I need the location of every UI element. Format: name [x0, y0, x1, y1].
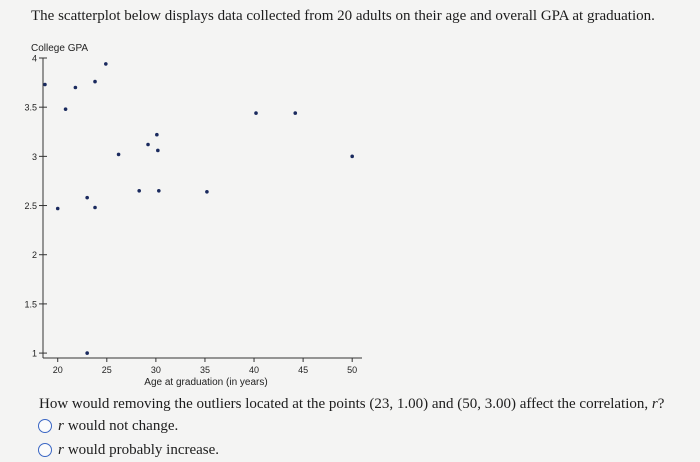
option-variable: r [58, 441, 64, 458]
y-tick-label: 2 [32, 250, 37, 260]
question-text: How would removing the outliers located … [39, 396, 664, 413]
x-tick-label: 45 [298, 365, 308, 375]
data-point [55, 206, 60, 211]
x-tick-label: 40 [249, 365, 259, 375]
answer-options: r would not change. r would probably inc… [38, 414, 219, 462]
option-variable: r [58, 417, 64, 434]
data-point [254, 111, 258, 115]
x-axis-label: Age at graduation (in years) [144, 377, 267, 388]
x-tick-label: 35 [200, 365, 210, 375]
data-point [43, 82, 47, 87]
x-tick-label: 25 [102, 365, 112, 375]
scatterplot-svg: College GPA 1 1.5 2 2.5 3 3.5 4 20 25 30 35 40 45 50… [24, 43, 362, 388]
x-tick-label: 50 [347, 365, 357, 375]
question-after: ? [657, 396, 665, 412]
x-tick-label: 30 [151, 365, 161, 375]
data-point [93, 205, 97, 210]
y-tick-label: 3.5 [24, 103, 37, 113]
data-point [85, 351, 89, 355]
radio-button[interactable] [38, 443, 52, 457]
scatterplot-chart: College GPA 1 1.5 2 2.5 3 3.5 4 20 25 30 35 40 45 50… [0, 36, 400, 396]
y-tick-label: 3 [32, 152, 37, 162]
data-point [293, 111, 298, 115]
data-point [146, 142, 150, 147]
data-point [205, 189, 209, 194]
data-point [155, 132, 159, 137]
y-axis-label: College GPA [31, 43, 88, 54]
data-point [63, 107, 68, 111]
data-point [156, 148, 160, 153]
option-would-not-change[interactable]: r would not change. [38, 414, 219, 438]
y-tick-label: 2.5 [24, 201, 37, 211]
question-before: How would removing the outliers located … [39, 396, 649, 412]
option-label: would not change. [67, 417, 179, 434]
data-point [350, 154, 354, 159]
data-point [73, 85, 78, 90]
question-variable: r [651, 396, 658, 412]
data-point [85, 195, 89, 200]
radio-button[interactable] [38, 419, 52, 433]
y-tick-label: 1.5 [24, 299, 37, 309]
option-would-probably-increase[interactable]: r would probably increase. [38, 438, 219, 462]
data-point [137, 188, 141, 193]
data-point [157, 188, 161, 193]
data-point [116, 152, 121, 157]
prompt-text: The scatterplot below displays data coll… [31, 8, 655, 24]
y-tick-label: 1 [32, 349, 37, 359]
y-tick-label: 4 [32, 54, 37, 64]
data-point [104, 62, 108, 66]
data-point [93, 79, 97, 84]
x-tick-label: 20 [53, 365, 63, 375]
option-label: would probably increase. [67, 441, 220, 458]
